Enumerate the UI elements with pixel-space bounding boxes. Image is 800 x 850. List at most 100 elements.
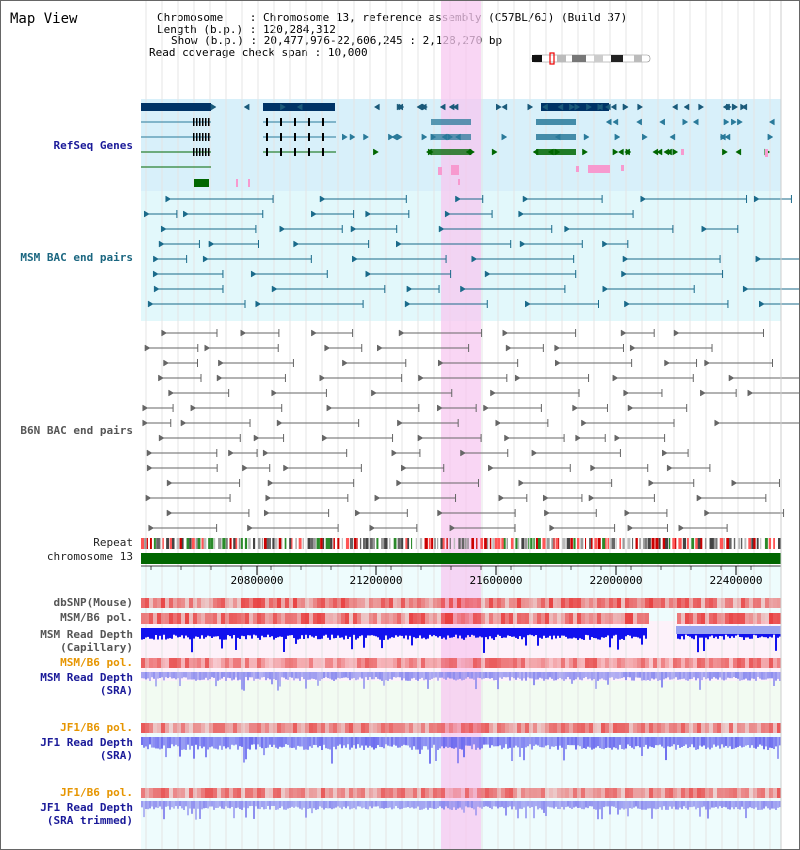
depth-bar — [491, 801, 493, 810]
msm-b6-pol-track-2[interactable] — [141, 658, 781, 668]
bac-end-arrow — [158, 240, 165, 248]
chromosome-label[interactable]: chromosome 13 — [46, 550, 133, 563]
heat-cell — [577, 723, 581, 733]
bac-end-arrow — [572, 404, 579, 412]
msm-read-depth-sra-label-1[interactable]: MSM Read Depth — [40, 671, 133, 684]
depth-bar — [219, 801, 221, 807]
depth-bar — [329, 628, 331, 640]
chromosome-ideogram[interactable] — [531, 52, 651, 65]
gene-block — [451, 165, 459, 175]
repeat-bar — [687, 538, 689, 549]
depth-bar — [771, 801, 773, 809]
heat-cell — [249, 723, 253, 733]
depth-bar — [663, 801, 665, 807]
depth-bar — [303, 801, 305, 808]
refseq-genes-track[interactable] — [141, 103, 775, 187]
depth-bar — [271, 628, 273, 637]
heat-cell — [233, 613, 237, 624]
bac-end-arrow — [438, 225, 445, 233]
depth-bar — [573, 801, 575, 808]
repeat-bar — [503, 538, 506, 549]
heat-cell — [717, 788, 721, 798]
jf1-read-depth-sra-label-2[interactable]: (SRA) — [99, 749, 133, 762]
repeat-bar — [156, 538, 160, 549]
bac-end-arrow — [714, 419, 721, 427]
exon — [196, 148, 198, 156]
b6n-bac-label[interactable]: B6N BAC end pairs — [20, 424, 133, 437]
msm-bac-track[interactable] — [143, 195, 799, 308]
heat-cell — [417, 788, 421, 798]
heat-cell — [641, 613, 645, 624]
depth-bar — [659, 737, 661, 745]
msm-b6-pol-label-1[interactable]: MSM/B6 pol. — [60, 611, 133, 624]
repeat-track[interactable] — [141, 538, 781, 549]
depth-bar — [609, 628, 611, 648]
depth-bar — [333, 737, 335, 747]
bac-end-arrow — [265, 494, 272, 502]
dbsnp-track[interactable] — [141, 598, 781, 608]
heat-cell — [717, 723, 721, 733]
heat-cell — [173, 788, 177, 798]
depth-bar — [513, 672, 515, 679]
jf1-read-depth-sra-track[interactable] — [141, 737, 781, 764]
depth-bar — [153, 628, 155, 640]
depth-bar — [159, 801, 161, 807]
heat-cell — [637, 788, 641, 798]
depth-bar — [299, 801, 301, 809]
depth-bar — [467, 737, 469, 746]
depth-bar — [469, 628, 471, 637]
msm-read-depth-capillary-track[interactable] — [141, 626, 781, 653]
depth-bar — [675, 737, 677, 750]
msm-read-depth-sra-label-2[interactable]: (SRA) — [99, 684, 133, 697]
depth-bar — [231, 737, 233, 745]
heat-cell — [401, 788, 405, 798]
msm-bac-label[interactable]: MSM BAC end pairs — [20, 251, 133, 264]
refseq-genes-label[interactable]: RefSeq Genes — [53, 139, 133, 152]
depth-bar — [643, 628, 645, 636]
jf1-read-depth-trimmed-label-1[interactable]: JF1 Read Depth — [40, 801, 133, 814]
depth-bar — [671, 737, 673, 747]
jf1-read-depth-trimmed-label-2[interactable]: (SRA trimmed) — [46, 814, 133, 827]
depth-bar — [599, 672, 601, 680]
heat-cell — [333, 613, 337, 624]
depth-bar — [767, 672, 769, 679]
depth-bar — [311, 801, 313, 814]
repeat-bar — [210, 538, 214, 549]
depth-bar — [321, 628, 323, 639]
heat-cell — [565, 598, 569, 608]
heat-cell — [253, 598, 257, 608]
jf1-b6-pol-label-2[interactable]: JF1/B6 pol. — [60, 786, 133, 799]
msm-b6-pol-track-1[interactable] — [141, 613, 781, 624]
heat-cell — [437, 788, 441, 798]
msm-read-depth-capillary-label-1[interactable]: MSM Read Depth — [40, 628, 133, 641]
depth-bar — [403, 628, 405, 639]
exon — [322, 133, 324, 141]
depth-bar — [407, 628, 409, 640]
depth-bar — [393, 801, 395, 809]
jf1-b6-pol-label-1[interactable]: JF1/B6 pol. — [60, 721, 133, 734]
repeat-label[interactable]: Repeat — [93, 536, 133, 549]
heat-cell — [677, 658, 681, 668]
repeat-bar — [558, 538, 560, 549]
highlight-region[interactable] — [441, 1, 481, 849]
jf1-read-depth-sra-label-1[interactable]: JF1 Read Depth — [40, 736, 133, 749]
depth-bar — [185, 628, 187, 636]
depth-bar — [579, 628, 581, 639]
dbsnp-label[interactable]: dbSNP(Mouse) — [53, 596, 133, 609]
jf1-read-depth-trimmed-track[interactable] — [141, 801, 781, 820]
heat-cell — [217, 598, 221, 608]
depth-bar — [145, 801, 147, 809]
jf1-b6-pol-track-1[interactable] — [141, 723, 781, 733]
jf1-b6-pol-track-2[interactable] — [141, 788, 781, 798]
heat-cell — [309, 613, 313, 624]
msm-b6-pol-label-2[interactable]: MSM/B6 pol. — [60, 656, 133, 669]
heat-cell — [257, 613, 261, 624]
heat-cell — [397, 613, 401, 624]
msm-read-depth-sra-track[interactable] — [141, 672, 781, 691]
depth-bar — [385, 737, 387, 745]
msm-read-depth-capillary-label-2[interactable]: (Capillary) — [60, 641, 133, 654]
b6n-bac-track[interactable] — [142, 329, 799, 532]
heat-cell — [373, 723, 377, 733]
depth-bar — [715, 672, 717, 679]
heat-cell — [309, 723, 313, 733]
